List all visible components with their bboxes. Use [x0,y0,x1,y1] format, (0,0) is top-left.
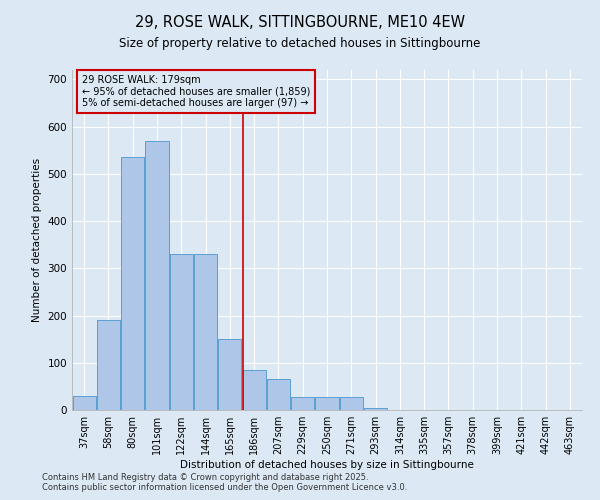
Y-axis label: Number of detached properties: Number of detached properties [32,158,42,322]
Bar [267,380,290,410]
Bar [73,396,95,410]
Bar [97,320,120,410]
Bar [194,254,217,410]
Bar [364,408,387,410]
Bar [170,254,193,410]
Text: Size of property relative to detached houses in Sittingbourne: Size of property relative to detached ho… [119,38,481,51]
Bar [316,397,338,410]
Text: 29, ROSE WALK, SITTINGBOURNE, ME10 4EW: 29, ROSE WALK, SITTINGBOURNE, ME10 4EW [135,15,465,30]
Bar [340,397,363,410]
Bar [242,370,266,410]
Text: Contains HM Land Registry data © Crown copyright and database right 2025.
Contai: Contains HM Land Registry data © Crown c… [42,473,407,492]
X-axis label: Distribution of detached houses by size in Sittingbourne: Distribution of detached houses by size … [180,460,474,470]
Bar [145,141,169,410]
Bar [121,158,144,410]
Bar [218,339,241,410]
Text: 29 ROSE WALK: 179sqm
← 95% of detached houses are smaller (1,859)
5% of semi-det: 29 ROSE WALK: 179sqm ← 95% of detached h… [82,75,311,108]
Bar [291,397,314,410]
